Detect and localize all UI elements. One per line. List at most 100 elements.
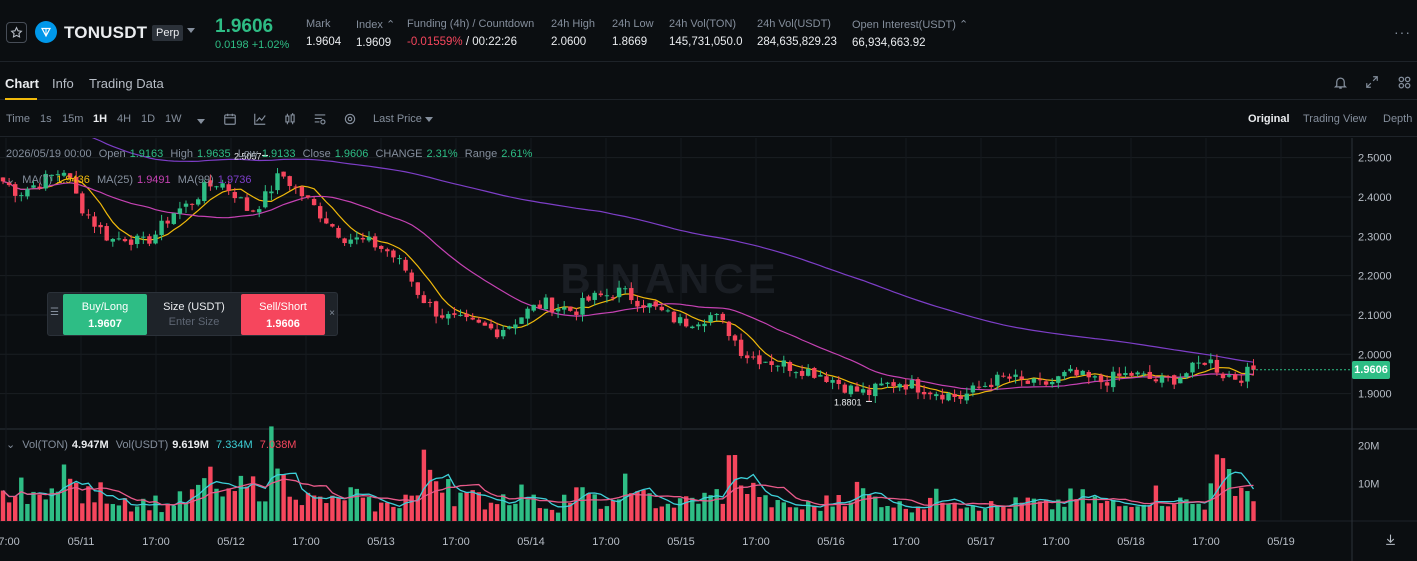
volume-bar [372, 511, 378, 521]
candle-body [909, 379, 915, 389]
interval-dropdown[interactable] [194, 115, 205, 127]
price-tick-label: 2.3000 [1358, 231, 1392, 243]
bell-icon[interactable] [1331, 73, 1349, 91]
drag-handle-icon[interactable]: ☰ [50, 307, 59, 318]
tab-trading-data[interactable]: Trading Data [89, 76, 164, 91]
view-depth[interactable]: Depth [1383, 113, 1413, 125]
candle-body [671, 311, 677, 323]
volume-bar [458, 492, 463, 521]
candle-body [720, 313, 725, 321]
scroll-to-latest-icon[interactable] [1383, 532, 1397, 546]
ton-coin-icon [35, 21, 57, 43]
layout-grid-icon[interactable] [1395, 73, 1413, 91]
volume-bar [470, 490, 475, 521]
volume-bar [232, 491, 237, 521]
candle-body [958, 395, 963, 399]
interval-1w[interactable]: 1W [165, 113, 182, 125]
interval-1d[interactable]: 1D [141, 113, 156, 125]
candle-body [513, 324, 518, 329]
price-source-dropdown[interactable]: Last Price [373, 113, 433, 125]
legend-change: 2.31% [426, 148, 458, 160]
legend-collapse-icon[interactable]: ⌄ [6, 174, 16, 186]
volume-bar [757, 497, 762, 521]
candle-body [501, 329, 506, 337]
candle-body [43, 173, 48, 189]
ohlc-legend: 2026/05/19 00:00 Open 1.9163 High 1.9635 L… [6, 148, 533, 160]
tab-chart[interactable]: Chart [5, 76, 39, 91]
candle-body [702, 323, 707, 327]
volume-bar [1123, 505, 1128, 521]
interval-1h[interactable]: 1H [93, 113, 108, 125]
price-chart[interactable]: BINANCE 2.50002.40002.30002.20002.10002.… [0, 138, 1417, 561]
volume-bar [915, 506, 921, 521]
size-input[interactable] [154, 316, 234, 328]
candle-body [1123, 373, 1128, 376]
symbol-dropdown-caret-icon[interactable] [187, 28, 195, 33]
candle-body [360, 237, 366, 240]
candle-body [519, 317, 524, 324]
volume-bar [836, 495, 841, 521]
candle-body [1251, 365, 1256, 370]
volume-bar [1172, 504, 1177, 521]
sell-short-button[interactable]: Sell/Short 1.9606 [241, 294, 325, 335]
candle-body [464, 313, 469, 318]
tab-info[interactable]: Info [52, 76, 74, 91]
candlestick-icon[interactable] [282, 111, 298, 127]
volume-bar [604, 506, 610, 521]
size-field[interactable]: Size (USDT) [148, 294, 240, 335]
candle-body [1172, 375, 1177, 385]
star-icon [10, 26, 23, 38]
indicators-icon[interactable] [312, 111, 328, 127]
volume-bar [19, 477, 24, 521]
interval-15m[interactable]: 15m [62, 113, 84, 125]
candle-body [372, 236, 378, 248]
time-tick-label: 05/13 [367, 536, 395, 548]
volume-bar [763, 495, 768, 521]
view-original[interactable]: Original [1248, 113, 1290, 125]
calendar-icon[interactable] [222, 111, 238, 127]
candle-body [842, 384, 847, 393]
view-trading-view[interactable]: Trading View [1303, 113, 1367, 125]
stat-index[interactable]: Index ⌃ 1.9609 [356, 19, 396, 49]
candle-body [1220, 373, 1226, 379]
candle-body [250, 210, 256, 212]
price-tick-label: 2.5000 [1358, 153, 1392, 165]
line-chart-icon[interactable] [252, 111, 268, 127]
candle-body [6, 182, 12, 186]
candle-body [995, 374, 1000, 386]
interval-4h[interactable]: 4H [117, 113, 132, 125]
volume-bar [189, 489, 195, 521]
volume-bar [793, 507, 799, 521]
stat-open-interest[interactable]: Open Interest(USDT) ⌃ 66,934,663.92 [852, 19, 969, 49]
candle-body [1147, 371, 1152, 379]
time-tick-label: 17:00 [292, 536, 320, 548]
ma-legend: ⌄ MA(7) 1.9436 MA(25) 1.9491 MA(99) 1.9736 [6, 174, 252, 186]
candle-body [915, 379, 921, 393]
candle-body [385, 249, 390, 252]
favorite-star-button[interactable] [6, 22, 27, 43]
more-options-icon[interactable]: ··· [1394, 24, 1411, 40]
candle-body [427, 301, 433, 303]
volume-bar [92, 502, 97, 521]
time-tick-label: 17:00 [592, 536, 620, 548]
symbol-name[interactable]: TONUSDT [64, 23, 148, 42]
volume-bar [775, 500, 780, 521]
candlestick-series [0, 167, 1256, 404]
candle-body [745, 355, 750, 359]
candle-body [1068, 368, 1073, 372]
interval-1s[interactable]: 1s [40, 113, 52, 125]
settings-gear-icon[interactable] [342, 111, 358, 127]
volume-bar [1129, 506, 1134, 521]
close-icon[interactable]: × [329, 308, 335, 319]
volume-bar [543, 508, 549, 521]
candle-body [659, 306, 664, 311]
legend-collapse-icon[interactable]: ⌄ [6, 439, 16, 451]
stat-funding[interactable]: Funding (4h) / Countdown -0.01559% / 00:… [407, 18, 535, 48]
volume-bar [171, 505, 176, 521]
candle-body [275, 173, 280, 191]
fullscreen-icon[interactable] [1363, 73, 1381, 91]
buy-long-button[interactable]: Buy/Long 1.9607 [63, 294, 147, 335]
time-tick-label: 05/14 [517, 536, 545, 548]
volume-bar [562, 494, 567, 521]
stat-mark[interactable]: Mark 1.9604 [306, 18, 342, 48]
